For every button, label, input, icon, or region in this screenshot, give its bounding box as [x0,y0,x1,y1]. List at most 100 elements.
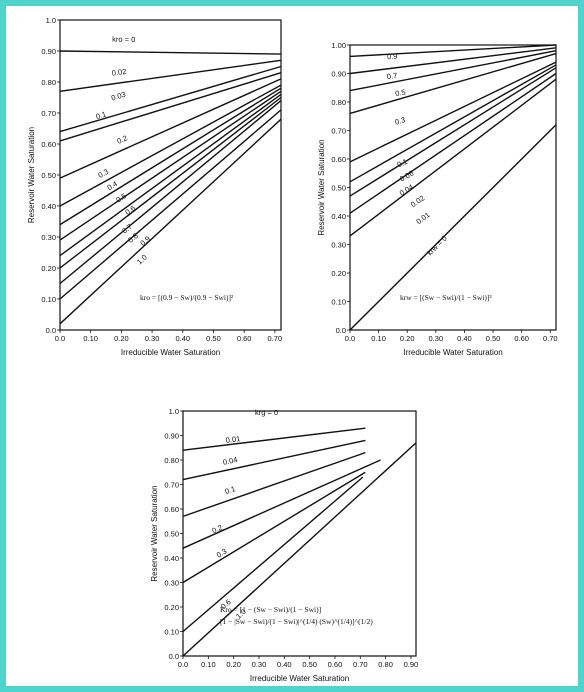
chart1-y-tick-label: 0.80 [41,78,56,87]
chart1-series-line [59,78,282,179]
chart2-x-tick-label: 0.70 [543,334,558,343]
chart2-series-label: 0.7 [386,71,397,81]
chart2-series-line [349,67,557,197]
chart2-series-line [349,47,557,75]
chart1-series-line [59,118,282,325]
chart2-y-tick-label: 0.30 [331,241,346,250]
chart1-series-line [59,109,282,300]
chart3-series-label: 0.1 [224,484,237,496]
chart2-series-label: 0.9 [387,52,398,62]
chart1-y-tick-label: 0.60 [41,140,56,149]
chart2-series-line [349,72,557,214]
chart2-y-tick-label: 0.80 [331,98,346,107]
chart1-series-line [59,93,282,257]
chart1-x-tick-label: 0.20 [114,334,129,343]
chart2-x-tick-label: 0.40 [457,334,472,343]
chart2-y-tick-label: 1.00 [331,41,346,50]
chart2-series-label: 0.01 [414,210,431,226]
chart3-y-tick-label: 0.50 [164,530,179,539]
chart1-y-tick-label: 0.70 [41,109,56,118]
chart3-series-line [182,459,381,549]
chart3-y-tick-label: 0.0 [169,652,179,661]
chart1-x-tick-label: 0.0 [55,334,65,343]
chart1-y-tick-label: 0.0 [46,326,56,335]
chart2-y-tick-label: 0.50 [331,184,346,193]
chart2-y-tick-label: 0.60 [331,155,346,164]
chart3-series-label: 0.3 [215,547,229,560]
chart3-series-label: 0.2 [211,523,224,535]
chart3-y-tick-label: 0.70 [164,481,179,490]
chart2-y-tick-label: 0.70 [331,127,346,136]
chart2-y-tick-label: 0.10 [331,298,346,307]
chart2-y-axis-title: Reservoir Water Saturation [317,139,326,235]
chart3-x-tick-label: 0.0 [178,660,188,669]
chart2-series-line [349,44,557,58]
chart1-series-line [59,72,282,142]
chart1-y-tick-label: 0.10 [41,295,56,304]
chart1-y-tick-label: 0.90 [41,47,56,56]
chart1-series-line [59,100,282,285]
chart1-series-line [59,87,282,226]
chart1-series-line [59,59,282,92]
chart1-series-label: kro = 0 [112,35,135,44]
chart3-x-tick-label: 0.50 [302,660,317,669]
chart2-series-label: krw = 0 [425,234,449,258]
chart1-formula: kro = [(0.9 − Sw)/(0.9 − Swi)]² [140,293,234,302]
chart3-series-line [182,427,366,451]
chart3-series-line [182,476,364,633]
chart1-x-tick-label: 0.70 [268,334,283,343]
chart3-formula: Kro = [1 − (Sw − Swi)/(1 − Swi)] [220,605,321,614]
chart1-series-line [59,65,282,133]
chart3-x-tick-label: 0.70 [353,660,368,669]
chart3-x-tick-label: 0.60 [328,660,343,669]
chart3-x-tick-label: 0.10 [201,660,216,669]
chart1-series-label: 0.3 [97,167,110,180]
chart2-y-tick-label: 0.40 [331,212,346,221]
chart3-series-label: 0.01 [225,434,241,445]
chart3-series-line [182,471,366,584]
chart3-y-tick-label: 0.60 [164,505,179,514]
chart1-y-axis-title: Reservoir Water Saturation [27,127,36,223]
chart1-series-line [59,96,282,269]
chart3-y-tick-label: 0.20 [164,603,179,612]
chart2-x-tick-label: 0.30 [429,334,444,343]
chart2-series-line [349,61,557,163]
chart2-x-tick-label: 0.10 [371,334,386,343]
chart2-y-tick-label: 0.20 [331,269,346,278]
chart3-y-axis-title: Reservoir Water Saturation [150,485,159,581]
chart1-x-tick-label: 0.50 [206,334,221,343]
chart1-x-tick-label: 0.30 [145,334,160,343]
chart2-x-tick-label: 0.20 [400,334,415,343]
chart2-series-label: 0.02 [409,193,426,209]
chart2-x-tick-label: 0.0 [345,334,355,343]
chart3-series-line [182,439,366,481]
chart1-x-axis-title: Irreducible Water Saturation [121,348,220,357]
chart1-y-tick-label: 0.40 [41,202,56,211]
chart3-x-tick-label: 0.90 [404,660,419,669]
chart2-x-axis-title: Irreducible Water Saturation [403,348,502,357]
chart3-series-label: 0.04 [222,455,238,467]
chart1-series-label: 0.2 [115,133,128,145]
chart1-y-tick-label: 0.30 [41,233,56,242]
chart3-x-tick-label: 0.20 [226,660,241,669]
chart1-series-label: 0.03 [110,90,127,103]
chart1-x-tick-label: 0.10 [83,334,98,343]
chart3-x-tick-label: 0.80 [378,660,393,669]
chart1-y-tick-label: 0.20 [41,264,56,273]
chart2-series-line [349,78,557,237]
chart3-y-tick-label: 0.30 [164,579,179,588]
chart2-series-line [349,50,557,92]
chart1-x-tick-label: 0.60 [237,334,252,343]
chart1-series-line [59,90,282,241]
chart3-x-tick-label: 0.40 [277,660,292,669]
chart1-series-label: 0.02 [111,67,127,78]
chart3-y-tick-label: 1.0 [169,407,179,416]
chart2-x-tick-label: 0.50 [486,334,501,343]
chart3-x-tick-label: 0.30 [252,660,267,669]
chart3-y-tick-label: 0.40 [164,554,179,563]
chart3-x-axis-title: Irreducible Water Saturation [250,674,349,683]
chart3-series-line [182,451,366,518]
chart3-top-label: krg = 0 [255,408,278,417]
chart2-series-line [349,64,557,183]
